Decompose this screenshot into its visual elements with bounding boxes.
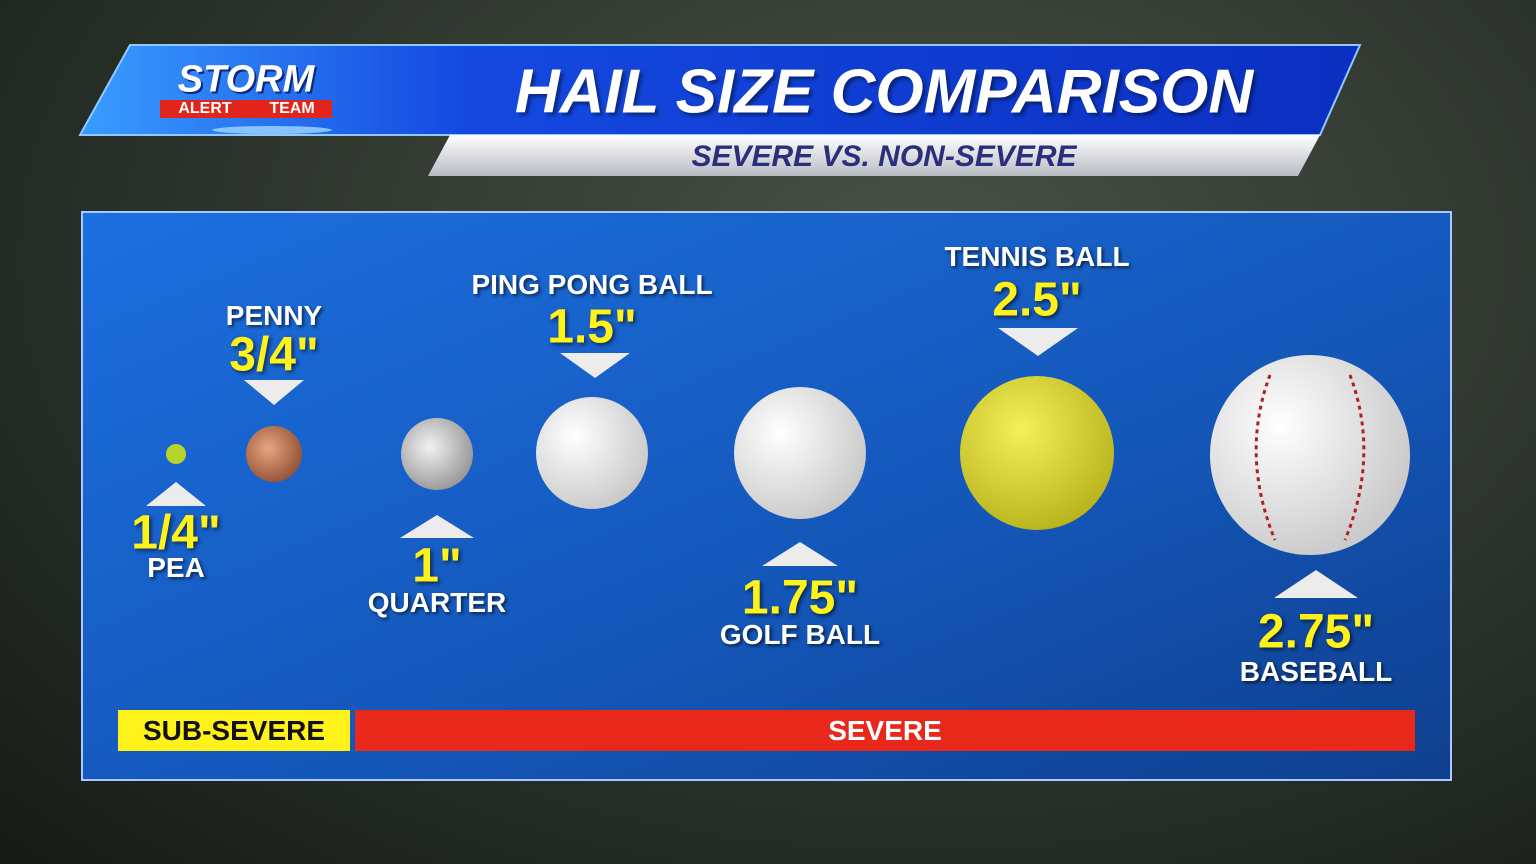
severe-band [355,710,1415,751]
arrows [146,328,1358,598]
item-size: 2.5" [992,273,1082,327]
item-name: PEA [147,552,205,583]
item-size: 1.5" [547,300,637,354]
item-name: BASEBALL [1239,656,1393,687]
logo-team: TEAM [269,100,315,117]
subtitle-banner [428,135,1320,176]
item-size: 1/4" [131,506,221,560]
baseball-seams [1254,374,1366,541]
item-name: PING PONG BALL [471,269,713,300]
logo-bar [160,100,332,118]
item-name: PENNY [225,300,323,331]
logo-alert: ALERT [178,100,232,117]
sub-severe-band [118,710,350,751]
item-size: 1.75" [741,571,859,625]
subtitle: SEVERE VS. NON-SEVERE [691,140,1077,173]
sub-severe-label: SUB-SEVERE [142,715,326,746]
quarter [401,418,473,490]
item-name: TENNIS BALL [944,241,1130,272]
item-size: 1" [412,539,462,593]
item-size: 3/4" [229,328,319,382]
title: HAIL SIZE COMPARISON [514,57,1254,127]
pea [166,444,186,464]
tennis-ball [960,376,1114,530]
severe-label: SEVERE [828,715,942,746]
ping-pong-ball [536,397,648,509]
baseball [1210,355,1410,555]
item-name: QUARTER [367,587,507,618]
golf-ball [734,387,866,519]
penny [246,426,302,482]
logo-glow [212,126,332,134]
item-name: GOLF BALL [719,619,881,650]
logo-storm: STORM [177,58,315,101]
item-size: 2.75" [1257,605,1375,659]
